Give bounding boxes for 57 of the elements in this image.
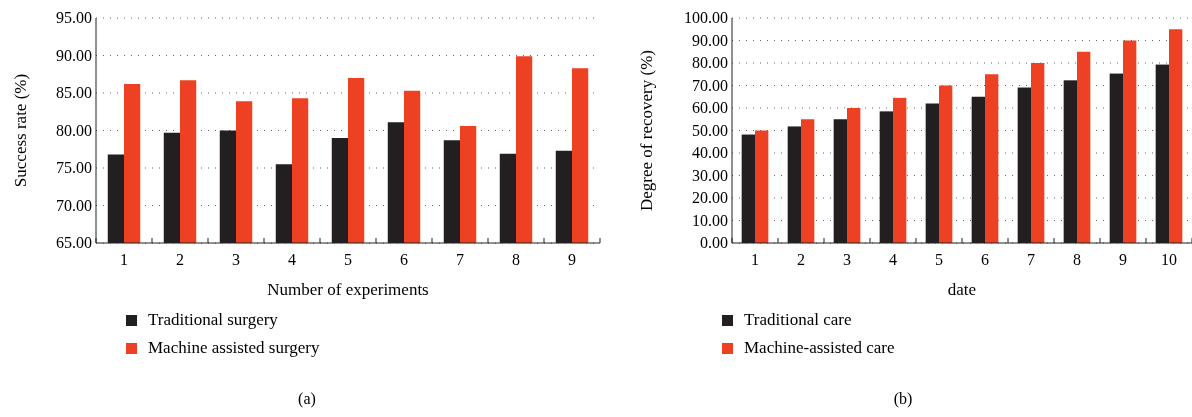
x-tick-label: 3: [843, 251, 851, 268]
y-tick-label: 95.00: [56, 9, 92, 26]
legend-label: Traditional care: [744, 310, 852, 329]
x-tick-label: 2: [797, 251, 805, 268]
y-tick-label: 70.00: [56, 196, 92, 214]
y-tick-label: 90.00: [692, 31, 728, 49]
legend-label: Machine-assisted care: [744, 338, 895, 357]
x-tick-label: 5: [344, 251, 352, 268]
bar: [1123, 40, 1137, 243]
x-tick-label: 5: [935, 251, 943, 268]
x-tick-label: 3: [232, 251, 240, 268]
text: (b): [893, 390, 913, 408]
y-tick-label: 20.00: [692, 189, 728, 206]
x-tick-label: 7: [1027, 251, 1035, 268]
bar: [939, 85, 953, 243]
x-tick-label: 1: [751, 251, 759, 268]
x-tick-label: 8: [512, 251, 520, 268]
y-tick-label: 85.00: [56, 84, 92, 101]
y-tick-label: 75.00: [56, 159, 92, 176]
x-tick-label: 8: [1073, 251, 1081, 268]
y-tick-label: 30.00: [692, 166, 728, 184]
x-tick-label: 7: [456, 251, 464, 268]
y-axis-title: Success rate (%): [11, 73, 30, 188]
x-tick-label: 6: [981, 251, 989, 268]
x-axis-title: date: [947, 280, 977, 299]
y-tick-label: 40.00: [692, 144, 728, 161]
x-tick-label: 9: [1119, 251, 1127, 268]
y-tick-label: 80.00: [56, 121, 92, 139]
y-tick-label: 80.00: [692, 54, 728, 71]
bar: [985, 74, 999, 243]
x-tick-label: 9: [568, 251, 576, 268]
bar: [847, 108, 861, 243]
x-tick-label: 10: [1161, 251, 1177, 268]
legend-label: Traditional surgery: [148, 310, 279, 329]
y-tick-label: 70.00: [692, 76, 728, 94]
legend-label: Machine assisted surgery: [148, 338, 321, 357]
x-tick-label: 1: [120, 251, 128, 268]
y-axis-title: Degree of recovery (%): [637, 50, 656, 211]
y-tick-label: 100.00: [684, 9, 728, 26]
y-tick-label: 50.00: [692, 121, 728, 139]
y-tick-label: 60.00: [692, 99, 728, 116]
x-tick-label: 6: [400, 251, 408, 268]
text: (a): [298, 390, 316, 408]
bar: [1169, 29, 1183, 243]
x-tick-label: 4: [288, 251, 296, 268]
x-tick-label: 2: [176, 251, 184, 268]
y-tick-label: 10.00: [692, 211, 728, 229]
x-axis-title: Number of experiments: [267, 280, 429, 299]
y-tick-label: 0.00: [700, 234, 728, 251]
x-tick-label: 4: [889, 251, 897, 268]
bar: [1031, 63, 1045, 243]
bar: [801, 119, 815, 243]
bar: [893, 97, 907, 243]
bar: [755, 130, 769, 243]
bar: [1077, 51, 1091, 243]
y-tick-label: 90.00: [56, 46, 92, 64]
y-tick-label: 65.00: [56, 234, 92, 251]
